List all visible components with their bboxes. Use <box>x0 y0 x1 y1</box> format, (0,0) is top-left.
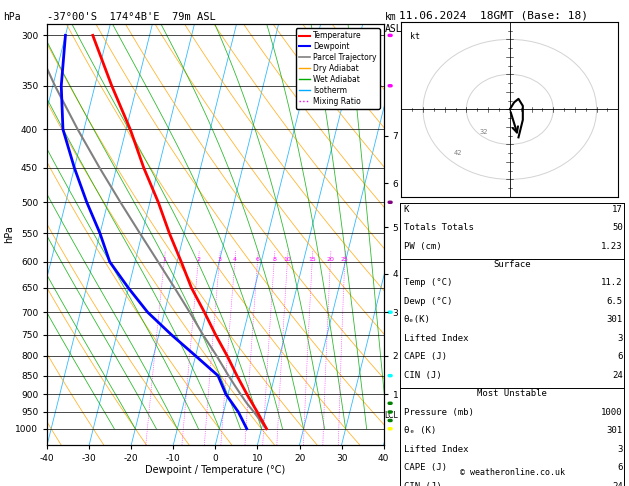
Text: Surface: Surface <box>493 260 531 269</box>
Text: Totals Totals: Totals Totals <box>404 223 474 232</box>
X-axis label: Dewpoint / Temperature (°C): Dewpoint / Temperature (°C) <box>145 466 286 475</box>
Text: 8: 8 <box>272 257 276 262</box>
Text: km: km <box>385 12 397 22</box>
Text: ASL: ASL <box>385 24 403 35</box>
Text: 3: 3 <box>617 445 623 454</box>
Text: CIN (J): CIN (J) <box>404 371 442 380</box>
Text: 6: 6 <box>617 463 623 472</box>
Text: 25: 25 <box>341 257 348 262</box>
Y-axis label: hPa: hPa <box>4 226 14 243</box>
Text: 301: 301 <box>606 315 623 325</box>
Text: θₑ (K): θₑ (K) <box>404 426 436 435</box>
Text: 2: 2 <box>196 257 200 262</box>
Text: 1000: 1000 <box>601 408 623 417</box>
Text: 1: 1 <box>162 257 166 262</box>
Text: K: K <box>404 205 409 214</box>
Text: 20: 20 <box>326 257 334 262</box>
Text: 3: 3 <box>617 334 623 343</box>
Text: 3: 3 <box>218 257 221 262</box>
Text: 24: 24 <box>612 482 623 486</box>
Text: 17: 17 <box>612 205 623 214</box>
Text: θₑ(K): θₑ(K) <box>404 315 431 325</box>
Text: 11.2: 11.2 <box>601 278 623 288</box>
Text: 6.5: 6.5 <box>606 297 623 306</box>
Text: © weatheronline.co.uk: © weatheronline.co.uk <box>460 468 564 477</box>
Text: Dewp (°C): Dewp (°C) <box>404 297 452 306</box>
Text: 10: 10 <box>284 257 291 262</box>
Text: 11.06.2024  18GMT (Base: 18): 11.06.2024 18GMT (Base: 18) <box>399 11 588 21</box>
Text: 6: 6 <box>617 352 623 362</box>
Text: Pressure (mb): Pressure (mb) <box>404 408 474 417</box>
Text: Temp (°C): Temp (°C) <box>404 278 452 288</box>
Text: Lifted Index: Lifted Index <box>404 334 469 343</box>
Text: 42: 42 <box>454 150 462 156</box>
Text: 50: 50 <box>612 223 623 232</box>
Text: Most Unstable: Most Unstable <box>477 389 547 399</box>
Text: hPa: hPa <box>3 12 21 22</box>
Text: 15: 15 <box>308 257 316 262</box>
Text: 24: 24 <box>612 371 623 380</box>
Text: kt: kt <box>410 33 420 41</box>
Text: 1.23: 1.23 <box>601 242 623 251</box>
Text: -37°00'S  174°4B'E  79m ASL: -37°00'S 174°4B'E 79m ASL <box>47 12 216 22</box>
Text: LCL: LCL <box>385 411 398 420</box>
Text: CIN (J): CIN (J) <box>404 482 442 486</box>
Text: CAPE (J): CAPE (J) <box>404 352 447 362</box>
Text: CAPE (J): CAPE (J) <box>404 463 447 472</box>
Text: 301: 301 <box>606 426 623 435</box>
Text: Lifted Index: Lifted Index <box>404 445 469 454</box>
Text: 4: 4 <box>233 257 237 262</box>
Text: 6: 6 <box>255 257 259 262</box>
Text: 32: 32 <box>479 129 488 135</box>
Legend: Temperature, Dewpoint, Parcel Trajectory, Dry Adiabat, Wet Adiabat, Isotherm, Mi: Temperature, Dewpoint, Parcel Trajectory… <box>296 28 380 109</box>
Text: PW (cm): PW (cm) <box>404 242 442 251</box>
